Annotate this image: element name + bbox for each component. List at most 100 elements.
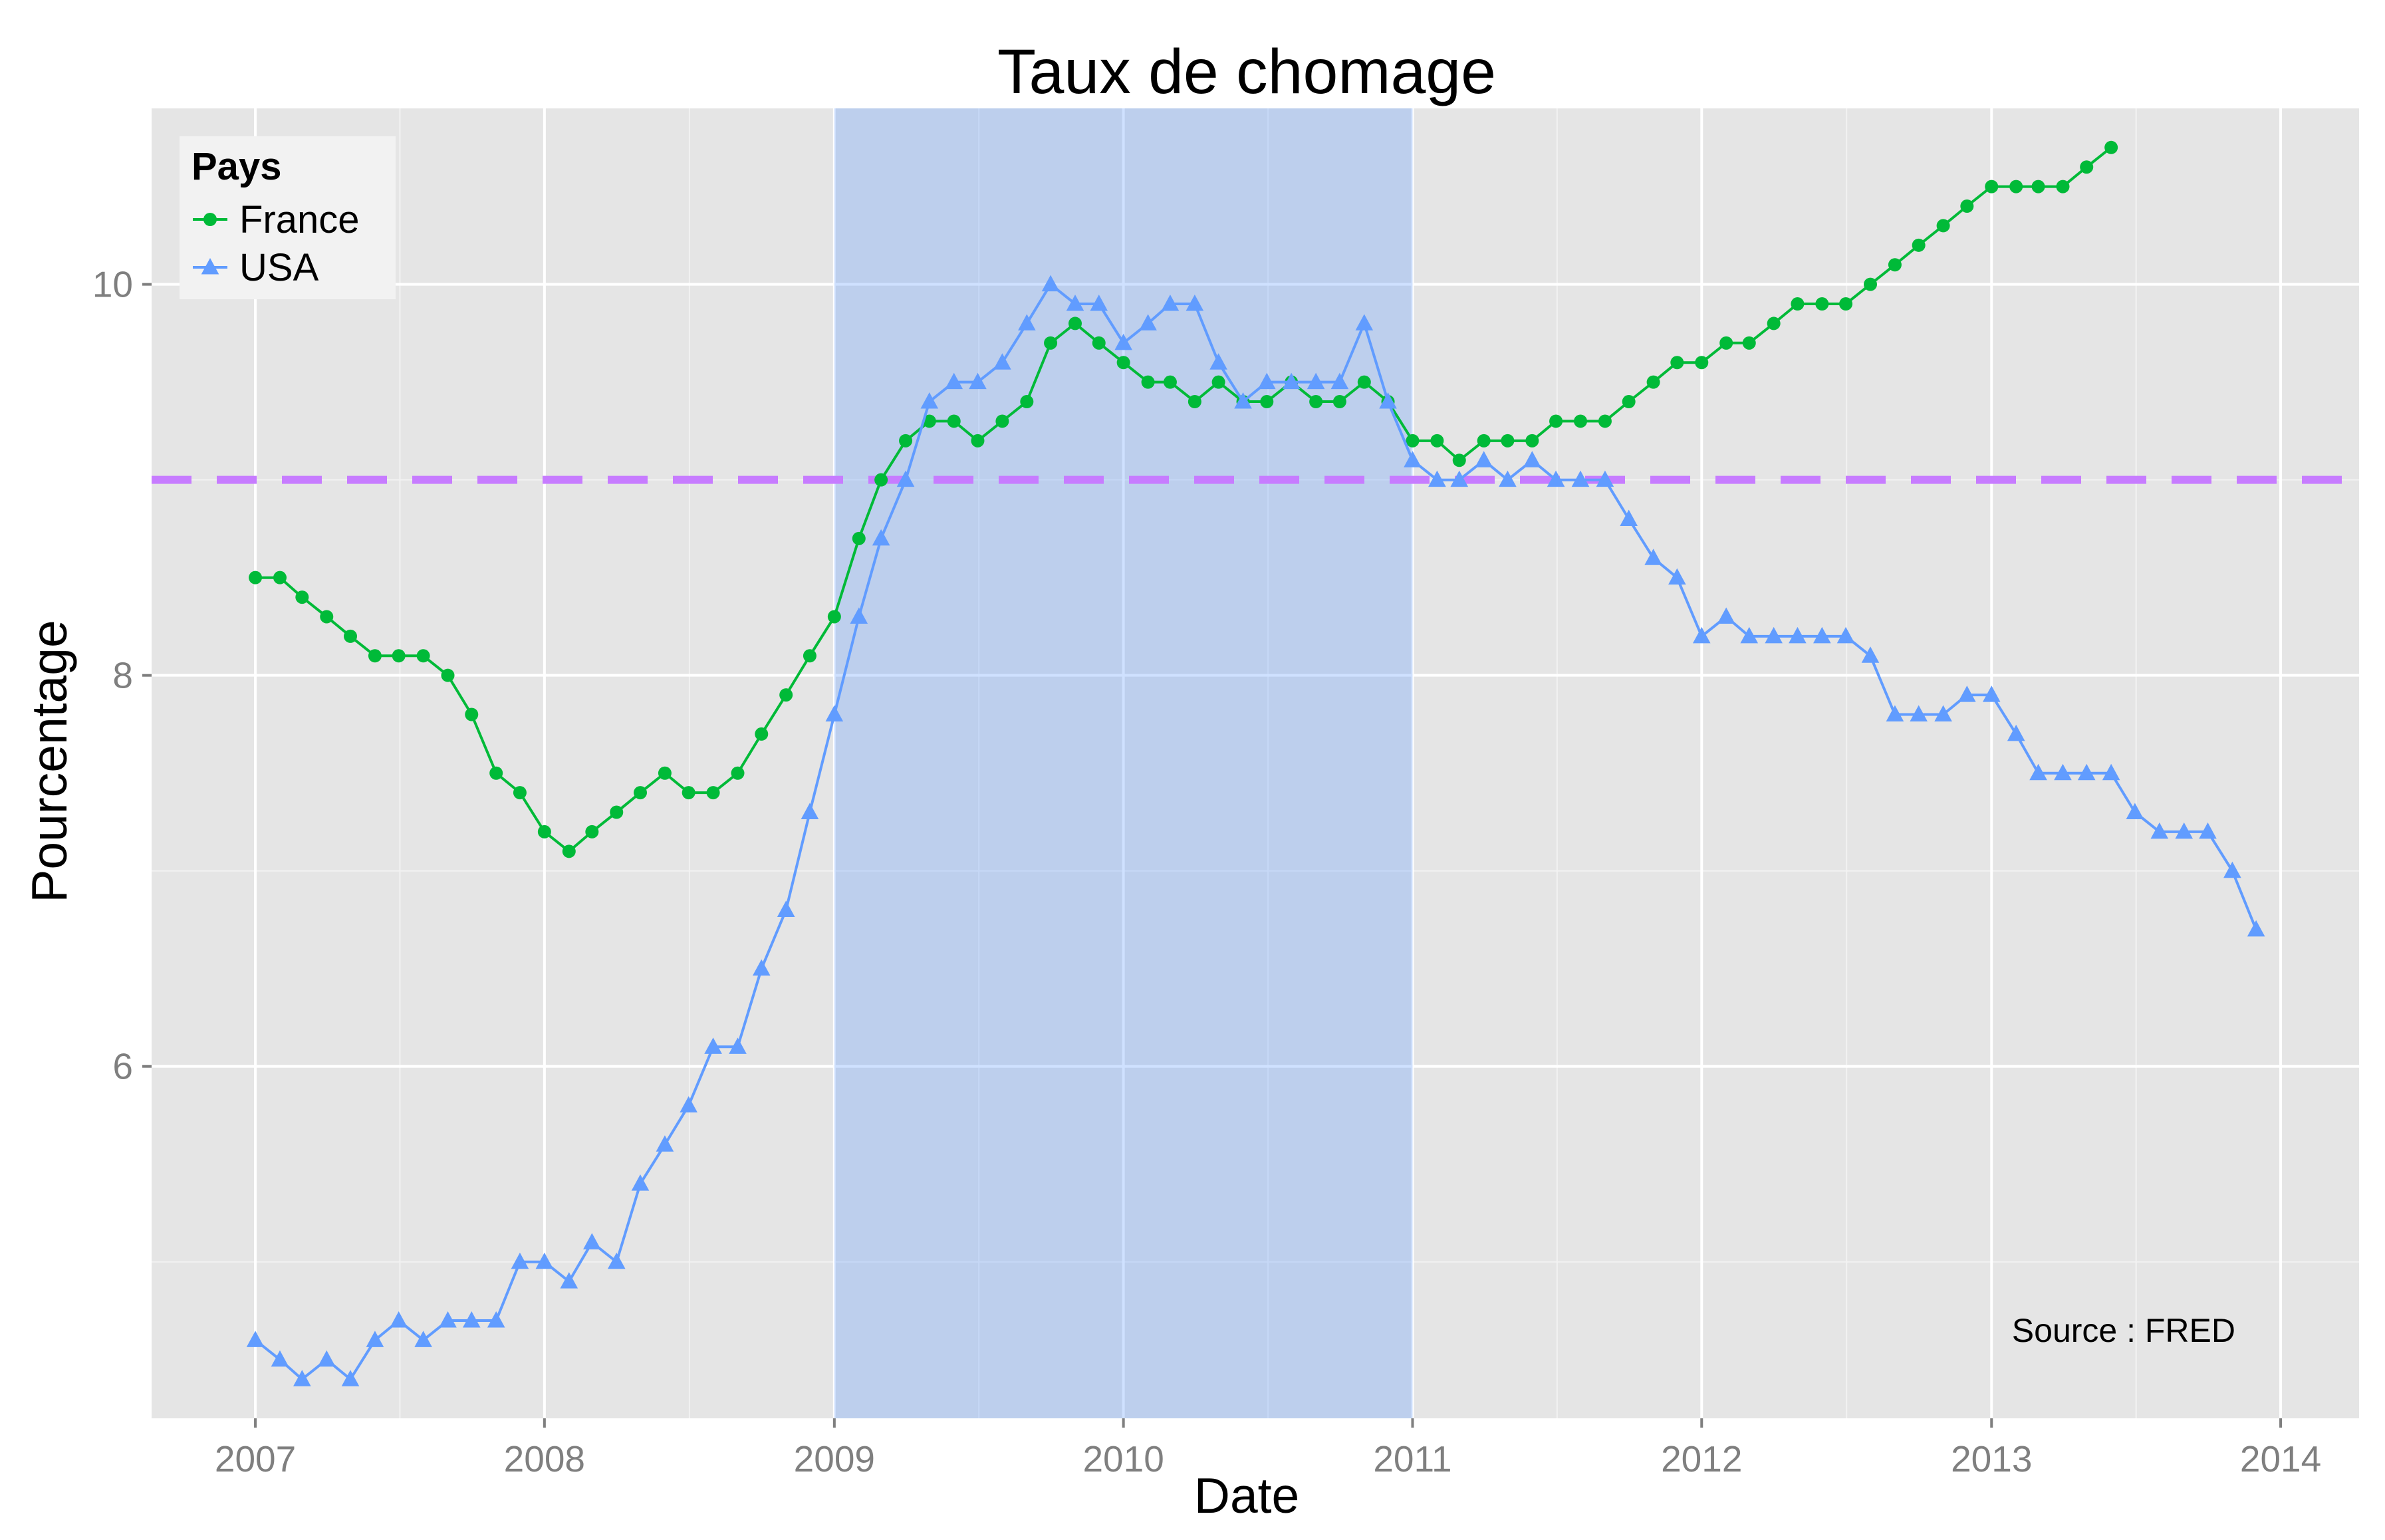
data-point-france — [1598, 414, 1612, 428]
data-point-usa — [1428, 470, 1446, 487]
data-point-usa — [1186, 295, 1204, 311]
data-point-france — [995, 414, 1009, 428]
data-point-usa — [2102, 763, 2120, 781]
data-point-france — [731, 766, 745, 780]
data-point-france — [513, 786, 527, 800]
data-point-usa — [1571, 470, 1590, 487]
data-point-france — [899, 434, 913, 448]
legend-title: Pays — [191, 145, 281, 188]
x-tick-label: 2008 — [504, 1438, 585, 1479]
data-point-france — [489, 766, 503, 780]
data-point-france — [1622, 395, 1636, 409]
data-point-france — [1670, 356, 1684, 370]
legend: Pays France USA — [180, 136, 396, 299]
data-point-usa — [1114, 333, 1132, 350]
data-point-france — [1815, 297, 1829, 311]
data-point-france — [803, 649, 816, 663]
source-annotation: Source : FRED — [2012, 1312, 2235, 1349]
data-point-usa — [1789, 626, 1807, 644]
data-point-usa — [2077, 763, 2096, 781]
data-point-usa — [656, 1135, 674, 1152]
data-point-france — [1430, 434, 1444, 448]
legend-key-triangle — [201, 258, 219, 275]
data-point-usa — [439, 1311, 457, 1328]
data-point-usa — [1523, 451, 1541, 467]
data-point-france — [1742, 336, 1756, 350]
data-point-usa — [1717, 607, 1735, 624]
legend-label: France — [239, 198, 360, 241]
legend-entry-usa: USA — [189, 246, 319, 289]
legend-entries: France USA — [189, 198, 360, 289]
x-axis-title: Date — [1194, 1468, 1299, 1523]
data-point-usa — [1596, 470, 1614, 487]
data-point-france — [1888, 258, 1902, 272]
x-tick-label: 2014 — [2240, 1438, 2321, 1479]
data-point-france — [295, 590, 309, 604]
data-point-usa — [1139, 314, 1157, 330]
data-point-france — [827, 610, 841, 624]
data-point-france — [1864, 277, 1878, 291]
data-point-usa — [1041, 275, 1060, 292]
data-point-usa — [583, 1233, 601, 1249]
data-point-usa — [560, 1272, 578, 1289]
data-point-france — [1791, 297, 1805, 311]
data-point-france — [1985, 180, 1999, 193]
data-point-usa — [1910, 705, 1928, 721]
x-tick-label: 2009 — [794, 1438, 875, 1479]
data-point-usa — [704, 1037, 722, 1054]
data-point-usa — [271, 1350, 289, 1367]
x-tick-label: 2011 — [1373, 1438, 1451, 1479]
data-point-france — [1574, 414, 1588, 428]
data-point-usa — [2029, 763, 2047, 781]
data-point-usa — [390, 1311, 408, 1328]
data-point-usa — [1692, 626, 1711, 644]
data-point-usa — [1836, 626, 1855, 644]
data-point-usa — [341, 1370, 360, 1386]
data-point-france — [633, 786, 647, 800]
data-point-usa — [2054, 763, 2072, 781]
data-point-usa — [2150, 822, 2169, 839]
y-axis-title: Pourcentage — [21, 620, 77, 902]
chart-title: Taux de chomage — [997, 37, 1496, 107]
data-point-usa — [850, 607, 868, 624]
x-tick-label: 2010 — [1082, 1438, 1164, 1479]
x-tick-label: 2013 — [1951, 1438, 2032, 1479]
data-point-usa — [777, 900, 795, 918]
data-point-usa — [1330, 372, 1349, 390]
data-point-france — [658, 766, 672, 780]
data-point-usa — [631, 1174, 650, 1191]
data-point-france — [1501, 434, 1515, 448]
data-point-france — [562, 844, 576, 858]
data-point-usa — [1450, 470, 1469, 487]
data-point-france — [610, 805, 624, 819]
data-point-usa — [993, 353, 1011, 370]
data-point-france — [1452, 453, 1466, 467]
data-point-france — [1549, 414, 1563, 428]
data-point-france — [416, 649, 430, 663]
data-point-usa — [1740, 626, 1759, 644]
data-point-usa — [414, 1331, 432, 1347]
data-point-france — [2104, 140, 2118, 154]
data-point-usa — [1355, 314, 1374, 330]
data-point-usa — [246, 1331, 265, 1347]
data-point-france — [2031, 180, 2045, 193]
data-point-france — [1068, 317, 1082, 330]
data-point-usa — [1234, 392, 1252, 409]
data-point-usa — [1161, 295, 1180, 311]
data-point-usa — [1982, 686, 2001, 702]
data-point-usa — [366, 1331, 384, 1347]
data-point-usa — [1090, 295, 1108, 311]
shaded-region — [834, 108, 1413, 1418]
data-point-france — [1141, 375, 1155, 389]
data-point-france — [1332, 395, 1346, 409]
data-point-france — [947, 414, 961, 428]
data-point-france — [441, 668, 455, 682]
data-point-usa — [1018, 314, 1036, 330]
data-point-france — [585, 825, 599, 838]
data-point-france — [1260, 395, 1274, 409]
data-point-usa — [1209, 353, 1227, 370]
data-point-usa — [729, 1037, 747, 1054]
data-point-france — [465, 707, 479, 721]
data-point-france — [852, 531, 866, 545]
data-point-usa — [1668, 568, 1686, 585]
